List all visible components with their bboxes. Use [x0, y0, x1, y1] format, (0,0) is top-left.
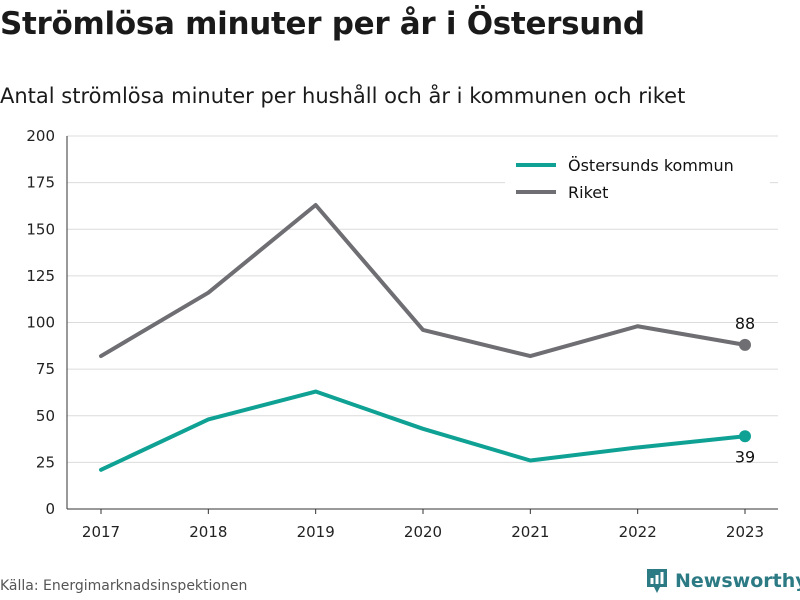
y-tick-label: 75 [36, 360, 55, 378]
x-tick-label: 2017 [82, 523, 120, 541]
legend-background [505, 150, 770, 208]
y-tick-label: 175 [26, 174, 55, 192]
series-line [99, 389, 747, 472]
y-tick-label: 100 [26, 314, 55, 332]
series-line [99, 203, 747, 359]
y-tick-label: 125 [26, 267, 55, 285]
x-tick-label: 2018 [189, 523, 227, 541]
end-point-marker [739, 430, 751, 443]
y-tick-label: 200 [26, 127, 55, 145]
x-tick-label: 2023 [726, 523, 764, 541]
y-tick-label: 25 [36, 453, 55, 471]
y-tick-label: 150 [26, 220, 55, 238]
brand-name: Newsworthy [675, 570, 800, 592]
end-label: 88 [735, 314, 755, 333]
series-lines [99, 203, 751, 472]
y-tick-label: 50 [36, 407, 55, 425]
x-tick-label: 2022 [619, 523, 657, 541]
axes: 0 25 50 75 100 125 150 175 200 2017 2018 2019 2020 20… [26, 127, 778, 541]
chart-subtitle: Antal strömlösa minuter per hushåll och … [0, 84, 686, 108]
legend-label: Riket [568, 183, 608, 202]
legend-label: Östersunds kommun [568, 156, 734, 175]
x-tick-label: 2019 [297, 523, 335, 541]
y-tick-label: 0 [45, 500, 55, 518]
newsworthy-logo-icon [647, 569, 667, 593]
legend: Östersunds kommun Riket [505, 150, 770, 208]
end-point-marker [739, 338, 751, 351]
chart-title: Strömlösa minuter per år i Östersund [0, 6, 645, 42]
end-labels: 39 88 [735, 314, 755, 466]
x-tick-label: 2021 [511, 523, 549, 541]
source-note: Källa: Energimarknadsinspektionen [0, 578, 248, 594]
end-label: 39 [735, 447, 755, 466]
brand: Newsworthy [645, 567, 800, 595]
x-tick-label: 2020 [404, 523, 442, 541]
